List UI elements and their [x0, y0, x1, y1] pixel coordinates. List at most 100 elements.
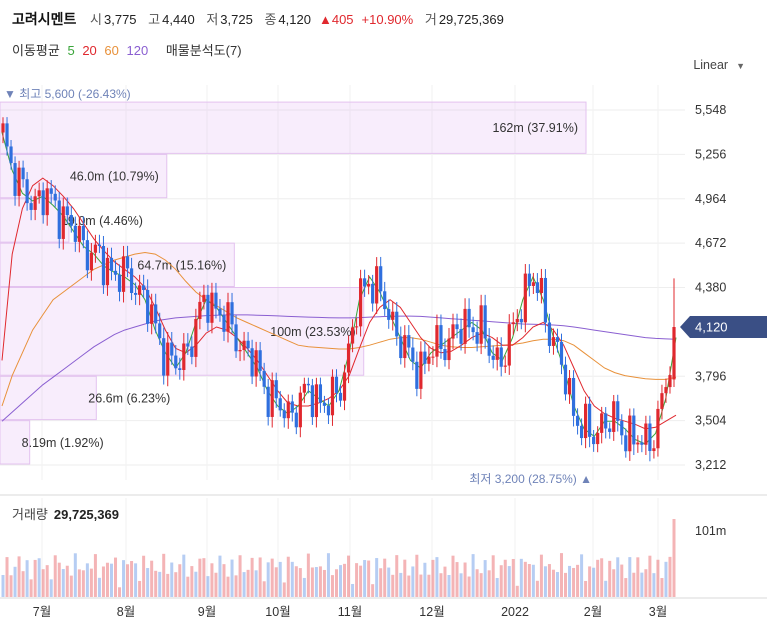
- candle-body: [238, 350, 242, 352]
- y-tick-label: 5,256: [695, 147, 726, 161]
- candle-body: [543, 277, 548, 323]
- volume-panel-value: 29,725,369: [53, 507, 119, 522]
- ma5-label[interactable]: 5: [67, 43, 75, 58]
- volume-bar: [559, 553, 563, 597]
- candle-body: [214, 292, 218, 309]
- candle-body: [431, 356, 435, 358]
- chevron-down-icon[interactable]: ▼: [736, 61, 745, 71]
- candle-body: [81, 225, 85, 241]
- candle-body: [101, 245, 106, 286]
- candle-body: [306, 383, 310, 386]
- candle-body: [640, 442, 644, 445]
- volume-bar: [435, 557, 439, 597]
- candle-body: [383, 291, 387, 310]
- candle-body: [9, 146, 13, 164]
- volume-bar: [186, 576, 190, 597]
- volume-bar: [218, 555, 222, 597]
- volume-bar: [29, 579, 33, 597]
- volume-bar: [262, 581, 266, 597]
- ma120-line: [1, 314, 677, 422]
- candle-body: [616, 401, 620, 421]
- candle-body: [125, 256, 130, 269]
- volume-bar: [451, 555, 455, 597]
- volume-bar: [576, 564, 580, 597]
- volume-bar: [383, 558, 387, 597]
- volume-bar: [551, 569, 555, 597]
- scale-selector[interactable]: Linear ▼: [693, 58, 745, 72]
- volume-bar: [652, 573, 656, 597]
- candle-body: [399, 336, 403, 359]
- candle-body: [636, 442, 640, 445]
- x-tick-label: 11월: [338, 605, 362, 619]
- volume-bar: [431, 559, 435, 597]
- candle-body: [310, 385, 314, 418]
- moving-average-label[interactable]: 이동평균: [12, 43, 60, 58]
- volume-bar: [93, 554, 97, 597]
- candle-body: [535, 282, 539, 294]
- candle-body: [262, 370, 266, 387]
- volume-bar: [403, 559, 407, 597]
- volume-bar: [555, 572, 559, 597]
- candles: [1, 117, 676, 462]
- indicator-legend[interactable]: 이동평균 5 20 60 120 매물분석도(7): [12, 40, 246, 59]
- candle-body: [491, 355, 495, 360]
- candle-body: [65, 206, 69, 216]
- candle-body: [182, 343, 186, 371]
- volume-bar: [266, 562, 270, 597]
- volume-bar: [391, 574, 395, 597]
- candle-body: [222, 315, 226, 332]
- volume-bar: [81, 570, 85, 597]
- candle-body: [387, 309, 391, 320]
- candle-body: [190, 346, 194, 357]
- candle-body: [73, 225, 77, 242]
- candle-body: [367, 283, 371, 287]
- moving-average-lines: [1, 132, 677, 445]
- volume-bar: [246, 569, 250, 597]
- candle-body: [519, 318, 523, 323]
- scale-mode[interactable]: Linear: [693, 58, 729, 72]
- volume-bar: [254, 570, 258, 597]
- volume-bar: [359, 565, 363, 597]
- volume-bar: [499, 565, 503, 597]
- volume-bar: [543, 566, 547, 597]
- volume-bar: [162, 553, 166, 597]
- candle-body: [584, 403, 588, 439]
- ma20-label[interactable]: 20: [82, 43, 97, 58]
- volume-bar: [519, 558, 523, 597]
- candle-body: [113, 270, 118, 275]
- ma120-label[interactable]: 120: [126, 43, 149, 58]
- candle-body: [53, 193, 57, 201]
- volume-bar: [443, 566, 447, 597]
- volume-bar: [584, 580, 588, 597]
- volume-bar: [77, 569, 81, 597]
- candle-body: [467, 308, 471, 328]
- candle-body: [447, 338, 451, 361]
- volume-bar: [202, 558, 206, 597]
- candle-body: [218, 308, 222, 316]
- candle-body: [105, 257, 110, 286]
- volume-bar: [69, 575, 73, 597]
- candle-body: [198, 301, 202, 320]
- ma5-line: [1, 132, 677, 445]
- volume-bar: [198, 558, 202, 597]
- volume-bar: [632, 572, 636, 597]
- candle-body: [138, 285, 142, 295]
- volume-bar: [419, 574, 423, 597]
- volume-bar: [664, 561, 668, 597]
- candle-body: [459, 329, 463, 344]
- candle-body: [206, 294, 210, 323]
- candle-body: [286, 401, 290, 419]
- volume-bar: [371, 584, 375, 597]
- candle-body: [455, 324, 459, 330]
- x-tick-label: 2월: [584, 605, 602, 619]
- change-value: ▲405: [318, 12, 354, 27]
- candle-body: [415, 361, 419, 389]
- candle-body: [322, 402, 327, 406]
- volume-bar: [616, 557, 620, 597]
- volume-bar: [17, 556, 21, 597]
- candle-body: [411, 347, 415, 362]
- ma60-label[interactable]: 60: [104, 43, 119, 58]
- volume-profile-label[interactable]: 매물분석도(7): [165, 43, 242, 58]
- candle-body: [117, 274, 122, 292]
